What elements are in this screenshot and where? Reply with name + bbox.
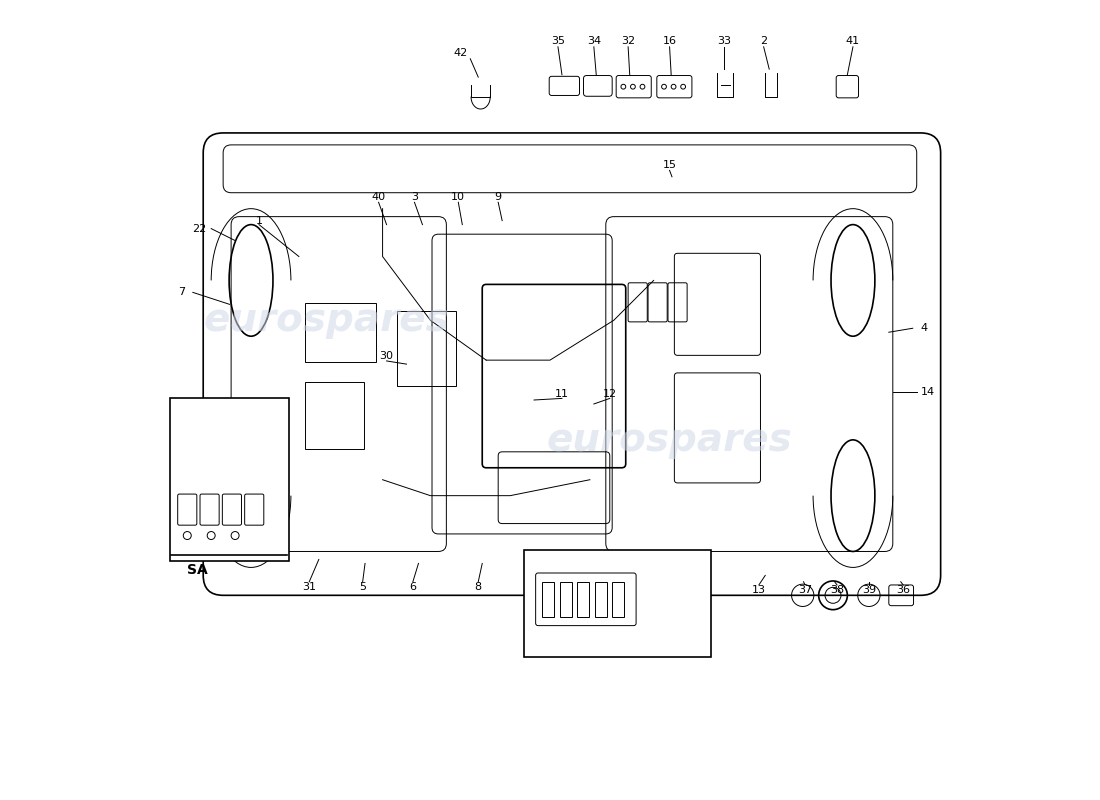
Text: 38: 38 — [829, 585, 844, 594]
Text: 19: 19 — [667, 617, 681, 626]
Text: 28: 28 — [235, 425, 248, 434]
Text: 22: 22 — [192, 223, 207, 234]
Text: 34: 34 — [586, 36, 601, 46]
Text: 35: 35 — [551, 36, 565, 46]
Text: eurospares: eurospares — [547, 421, 792, 459]
Bar — [578, 582, 590, 617]
Text: 40: 40 — [372, 192, 386, 202]
Text: eurospares: eurospares — [204, 302, 450, 339]
Bar — [613, 582, 624, 617]
Text: 41: 41 — [846, 36, 860, 46]
Text: 16: 16 — [662, 36, 676, 46]
Text: 11: 11 — [556, 389, 569, 398]
Text: 1: 1 — [255, 216, 263, 226]
Text: 26: 26 — [216, 462, 228, 473]
Bar — [595, 582, 606, 617]
Text: 24: 24 — [197, 462, 209, 473]
Text: SA: SA — [187, 563, 208, 578]
Text: 25: 25 — [235, 462, 248, 473]
Text: 27: 27 — [178, 462, 191, 473]
Text: 6: 6 — [409, 582, 417, 592]
Text: 5: 5 — [360, 582, 366, 592]
Text: 32: 32 — [621, 36, 635, 46]
Text: 31: 31 — [302, 582, 316, 592]
Text: 10: 10 — [451, 192, 465, 202]
Text: 3: 3 — [411, 192, 418, 202]
Text: 23: 23 — [255, 462, 267, 473]
FancyBboxPatch shape — [169, 398, 288, 561]
Text: 12: 12 — [603, 389, 617, 398]
Text: 30: 30 — [379, 351, 394, 361]
Text: 37: 37 — [798, 585, 812, 594]
Text: 20: 20 — [639, 617, 652, 626]
Text: 29: 29 — [216, 425, 228, 434]
Text: 18: 18 — [551, 617, 565, 626]
Text: 7: 7 — [178, 403, 185, 413]
Text: 39: 39 — [861, 585, 876, 594]
Text: 13: 13 — [752, 585, 766, 594]
Text: 8: 8 — [475, 582, 482, 592]
Text: 9: 9 — [495, 192, 502, 202]
Text: 15: 15 — [662, 160, 676, 170]
Text: 21: 21 — [618, 617, 632, 626]
Text: 17: 17 — [595, 617, 609, 626]
Text: 36: 36 — [896, 585, 910, 594]
Text: 14: 14 — [921, 387, 935, 397]
Text: SA: SA — [184, 549, 204, 562]
Text: 2: 2 — [760, 36, 767, 46]
Text: 4: 4 — [921, 323, 927, 334]
Bar — [560, 582, 572, 617]
Text: 42: 42 — [453, 48, 468, 58]
Bar — [542, 582, 554, 617]
Text: 7: 7 — [178, 287, 185, 298]
Text: 22: 22 — [192, 419, 207, 429]
FancyBboxPatch shape — [525, 550, 711, 657]
Text: 33: 33 — [717, 36, 730, 46]
